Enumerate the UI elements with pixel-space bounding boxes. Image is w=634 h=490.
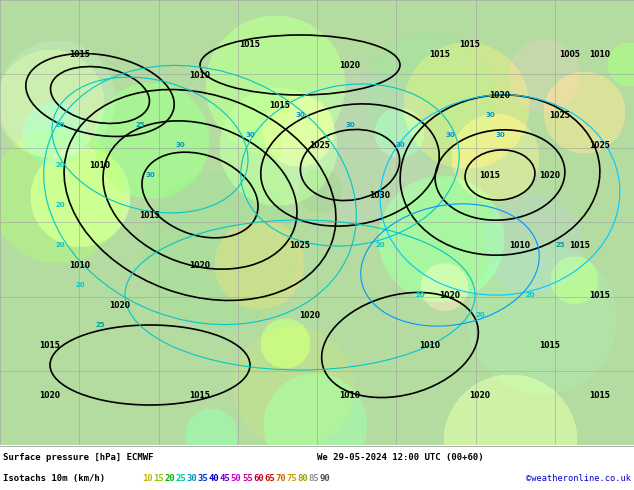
Text: 1010: 1010 bbox=[420, 341, 441, 349]
Text: ©weatheronline.co.uk: ©weatheronline.co.uk bbox=[526, 474, 631, 483]
Text: 50: 50 bbox=[231, 474, 242, 483]
Text: 1025: 1025 bbox=[290, 241, 311, 249]
Text: 30: 30 bbox=[295, 112, 305, 118]
Text: 30: 30 bbox=[495, 132, 505, 138]
Text: 25: 25 bbox=[555, 242, 565, 248]
Text: 25: 25 bbox=[175, 474, 186, 483]
Text: 30: 30 bbox=[186, 474, 197, 483]
Text: 30: 30 bbox=[445, 132, 455, 138]
Text: 1015: 1015 bbox=[430, 50, 450, 59]
Text: 15: 15 bbox=[153, 474, 164, 483]
Text: 70: 70 bbox=[275, 474, 286, 483]
Text: 20: 20 bbox=[415, 292, 425, 298]
Text: 20: 20 bbox=[75, 282, 85, 288]
Text: 1015: 1015 bbox=[39, 341, 60, 349]
Text: 1005: 1005 bbox=[560, 50, 581, 59]
Text: 1010: 1010 bbox=[89, 161, 110, 170]
Text: 1015: 1015 bbox=[590, 291, 611, 299]
Text: 1015: 1015 bbox=[139, 211, 160, 220]
Text: 30: 30 bbox=[245, 132, 255, 138]
Text: 1010: 1010 bbox=[70, 261, 91, 270]
Text: 90: 90 bbox=[320, 474, 330, 483]
Text: 1020: 1020 bbox=[110, 300, 131, 310]
Text: 25: 25 bbox=[135, 122, 145, 128]
Text: 1020: 1020 bbox=[540, 171, 560, 179]
Text: 1025: 1025 bbox=[590, 141, 611, 149]
Text: We 29-05-2024 12:00 UTC (00+60): We 29-05-2024 12:00 UTC (00+60) bbox=[317, 453, 484, 462]
Text: 30: 30 bbox=[345, 122, 355, 128]
Text: 65: 65 bbox=[264, 474, 275, 483]
Text: 1010: 1010 bbox=[510, 241, 531, 249]
Text: 1015: 1015 bbox=[460, 41, 481, 49]
Text: 1025: 1025 bbox=[550, 111, 571, 120]
Text: 1020: 1020 bbox=[470, 391, 491, 399]
Text: 1020: 1020 bbox=[190, 261, 210, 270]
Text: 1010: 1010 bbox=[590, 50, 611, 59]
Text: 20: 20 bbox=[164, 474, 175, 483]
Text: 20: 20 bbox=[525, 292, 535, 298]
Text: 1015: 1015 bbox=[70, 50, 91, 59]
Text: 1015: 1015 bbox=[590, 391, 611, 399]
Text: 1015: 1015 bbox=[190, 391, 210, 399]
Text: 1025: 1025 bbox=[309, 141, 330, 149]
Text: 1015: 1015 bbox=[240, 41, 261, 49]
Text: 1030: 1030 bbox=[370, 191, 391, 199]
Text: 1010: 1010 bbox=[339, 391, 361, 399]
Text: 30: 30 bbox=[395, 142, 405, 148]
Text: 85: 85 bbox=[309, 474, 320, 483]
Text: 20: 20 bbox=[55, 202, 65, 208]
Text: 1010: 1010 bbox=[190, 71, 210, 79]
Text: 55: 55 bbox=[242, 474, 253, 483]
Text: 1015: 1015 bbox=[540, 341, 560, 349]
Text: 20: 20 bbox=[375, 242, 385, 248]
Text: 1020: 1020 bbox=[439, 291, 460, 299]
Text: Surface pressure [hPa] ECMWF: Surface pressure [hPa] ECMWF bbox=[3, 453, 153, 462]
Text: 20: 20 bbox=[55, 242, 65, 248]
Text: 45: 45 bbox=[220, 474, 230, 483]
Text: 40: 40 bbox=[209, 474, 219, 483]
Text: 30: 30 bbox=[485, 112, 495, 118]
Text: 20: 20 bbox=[55, 162, 65, 168]
Text: 30: 30 bbox=[145, 172, 155, 178]
Text: 20: 20 bbox=[476, 312, 485, 318]
Text: 30: 30 bbox=[175, 142, 185, 148]
Text: 1015: 1015 bbox=[269, 100, 290, 109]
Text: 1020: 1020 bbox=[39, 391, 60, 399]
Text: 1015: 1015 bbox=[479, 171, 500, 179]
Text: 35: 35 bbox=[198, 474, 208, 483]
Text: 1020: 1020 bbox=[489, 91, 510, 99]
Text: 1020: 1020 bbox=[299, 311, 321, 319]
Text: 1015: 1015 bbox=[569, 241, 590, 249]
Text: 10: 10 bbox=[142, 474, 153, 483]
Text: 20: 20 bbox=[55, 122, 65, 128]
Text: Isotachs 10m (km/h): Isotachs 10m (km/h) bbox=[3, 474, 105, 483]
Text: 25: 25 bbox=[95, 322, 105, 328]
Text: 60: 60 bbox=[253, 474, 264, 483]
Text: 75: 75 bbox=[287, 474, 297, 483]
Text: 1020: 1020 bbox=[339, 60, 361, 70]
Text: 80: 80 bbox=[297, 474, 308, 483]
